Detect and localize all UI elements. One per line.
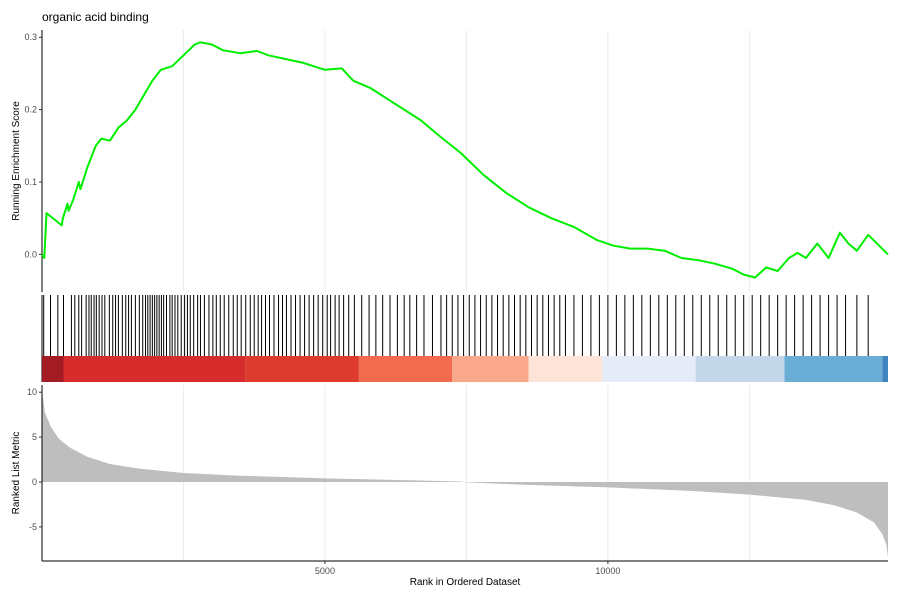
- y-tick-label: 10: [27, 387, 37, 397]
- enrichment-gridlines: [182, 30, 750, 292]
- enrichment-y-ticks: 0.0 0.1 0.2 0.3: [24, 32, 42, 259]
- x-tick-label: 10000: [595, 566, 620, 576]
- x-tick-label: 5000: [315, 566, 335, 576]
- color-bar-segment: [42, 356, 64, 382]
- color-bar-segment: [245, 356, 359, 382]
- ranked-metric-area: [42, 390, 888, 558]
- x-ticks: 5000 10000: [315, 561, 620, 576]
- gene-hits: [43, 295, 869, 356]
- y-tick-label: 0: [32, 477, 37, 487]
- color-bar-segment: [882, 356, 888, 382]
- color-bar-segment: [452, 356, 529, 382]
- y-tick-label: 5: [32, 432, 37, 442]
- chart-title: organic acid binding: [42, 10, 149, 24]
- y-tick-label: -5: [29, 522, 37, 532]
- ranked-panel: -5 0 5 10 5000 10000 Ranked List Metric Rank…: [11, 385, 888, 588]
- color-bar-segment: [63, 356, 246, 382]
- enrichment-score-line: [41, 41, 889, 279]
- y-tick-label: 0.3: [24, 32, 37, 42]
- rank-color-bar: [42, 356, 888, 382]
- color-bar-segment: [695, 356, 785, 382]
- y-tick-label: 0.1: [24, 177, 37, 187]
- x-axis-title: Rank in Ordered Dataset: [410, 577, 521, 588]
- y-tick-label: 0.2: [24, 105, 37, 115]
- color-bar-segment: [358, 356, 453, 382]
- color-bar-segment: [784, 356, 883, 382]
- color-bar-segment: [528, 356, 603, 382]
- y-tick-label: 0.0: [24, 249, 37, 259]
- enrichment-panel: 0.0 0.1 0.2 0.3 Running Enrichment Score: [11, 30, 889, 292]
- color-bar-segment: [602, 356, 696, 382]
- ranked-y-ticks: -5 0 5 10: [27, 387, 42, 532]
- ranked-gridlines: [182, 385, 750, 561]
- enrichment-y-title: Running Enrichment Score: [11, 101, 22, 221]
- ranked-y-title: Ranked List Metric: [11, 432, 22, 515]
- hits-panel: [41, 295, 888, 382]
